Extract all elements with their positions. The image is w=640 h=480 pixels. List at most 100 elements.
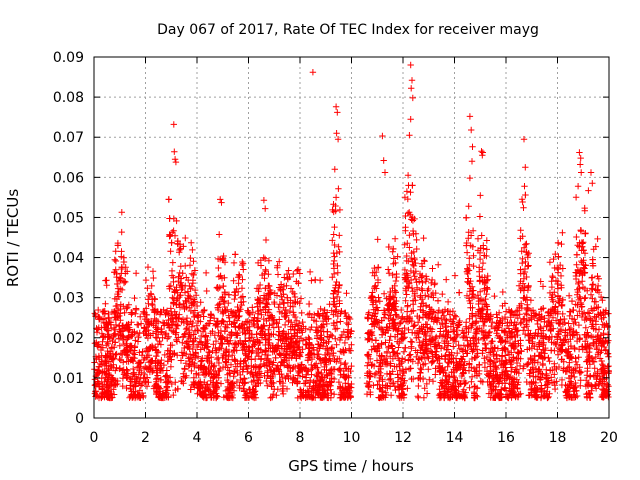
data-point xyxy=(348,362,355,370)
data-point xyxy=(144,285,151,292)
data-point xyxy=(442,372,449,380)
data-point xyxy=(318,336,325,343)
data-point xyxy=(137,313,144,320)
data-point xyxy=(98,324,105,331)
data-point xyxy=(501,313,509,321)
data-point xyxy=(385,266,392,273)
data-point xyxy=(587,291,595,298)
data-point xyxy=(330,311,337,318)
data-point xyxy=(186,354,194,361)
data-point xyxy=(308,385,316,392)
data-point xyxy=(404,240,411,247)
data-point xyxy=(298,327,305,334)
data-point xyxy=(202,324,209,332)
data-point xyxy=(597,332,605,339)
data-point xyxy=(173,336,180,344)
data-point xyxy=(470,262,477,270)
data-point xyxy=(145,346,152,353)
data-point xyxy=(435,355,442,362)
data-point xyxy=(258,332,266,339)
data-point xyxy=(219,317,226,325)
data-point xyxy=(166,374,174,381)
data-point xyxy=(310,344,317,351)
data-point xyxy=(568,315,576,322)
data-point xyxy=(497,338,504,345)
data-point xyxy=(554,280,561,288)
data-point xyxy=(594,273,601,280)
data-point xyxy=(398,306,405,314)
data-point xyxy=(454,377,461,384)
data-point xyxy=(315,368,322,376)
data-point xyxy=(576,369,584,377)
data-point xyxy=(423,302,430,310)
data-point xyxy=(154,318,162,325)
data-point xyxy=(239,293,246,300)
data-point xyxy=(208,354,215,361)
data-point xyxy=(569,307,577,314)
data-point xyxy=(491,344,499,351)
data-point xyxy=(365,359,372,366)
data-point xyxy=(130,365,137,373)
data-point xyxy=(112,339,119,346)
data-point xyxy=(540,341,547,349)
data-point xyxy=(202,269,210,277)
data-point xyxy=(330,290,337,297)
data-point xyxy=(466,280,473,287)
data-point xyxy=(573,251,581,258)
data-point xyxy=(151,315,158,323)
data-point xyxy=(240,266,247,273)
data-point xyxy=(523,249,530,256)
data-point xyxy=(189,345,196,353)
data-point xyxy=(410,307,417,314)
data-point xyxy=(168,356,175,363)
data-point xyxy=(562,347,570,354)
data-point xyxy=(167,363,175,370)
data-point xyxy=(123,321,130,329)
data-point xyxy=(379,384,386,391)
data-point xyxy=(173,301,180,309)
data-point xyxy=(219,255,227,262)
data-point xyxy=(531,332,538,339)
data-point xyxy=(538,393,545,400)
data-point xyxy=(116,328,123,335)
data-point xyxy=(293,355,300,362)
data-point xyxy=(121,309,128,316)
data-point xyxy=(390,349,397,356)
data-point xyxy=(150,274,157,282)
data-point xyxy=(380,290,388,297)
data-point xyxy=(261,255,269,262)
data-point xyxy=(234,369,241,377)
data-point xyxy=(506,334,514,341)
data-point xyxy=(278,359,285,366)
data-point xyxy=(414,349,421,356)
data-point xyxy=(341,361,348,368)
data-point xyxy=(428,291,435,299)
data-point xyxy=(294,394,301,402)
data-point xyxy=(286,307,294,315)
data-point xyxy=(313,372,320,379)
data-point xyxy=(231,344,239,351)
data-point xyxy=(559,265,566,272)
data-point xyxy=(190,271,197,279)
data-point xyxy=(95,363,103,370)
data-point xyxy=(233,285,240,293)
data-point xyxy=(398,335,405,342)
data-point xyxy=(333,278,340,286)
data-point xyxy=(381,360,389,368)
data-point xyxy=(328,370,335,378)
data-point xyxy=(570,320,577,327)
data-point xyxy=(524,346,531,353)
data-point xyxy=(104,353,111,361)
data-point xyxy=(277,336,284,344)
data-point xyxy=(118,248,125,255)
data-point xyxy=(565,292,573,299)
data-point xyxy=(365,329,372,336)
data-point xyxy=(157,376,165,383)
data-point xyxy=(181,305,188,313)
data-point xyxy=(476,255,484,263)
data-point xyxy=(604,381,611,388)
data-point xyxy=(262,335,269,343)
data-point xyxy=(103,342,110,349)
data-point xyxy=(524,251,531,259)
data-point xyxy=(103,360,110,367)
